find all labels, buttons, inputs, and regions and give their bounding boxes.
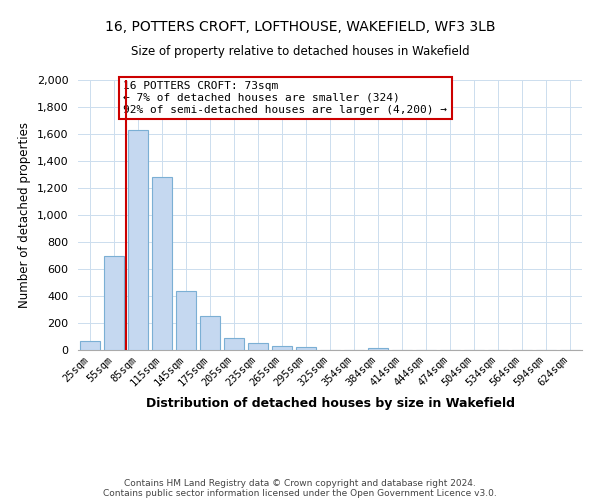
Bar (368, 348, 388, 350)
Y-axis label: Number of detached properties: Number of detached properties (18, 122, 31, 308)
Bar (272, 346, 292, 350)
Bar (128, 130, 148, 350)
Bar (176, 292, 196, 350)
Text: Size of property relative to detached houses in Wakefield: Size of property relative to detached ho… (131, 45, 469, 58)
Bar (152, 177, 172, 350)
X-axis label: Distribution of detached houses by size in Wakefield: Distribution of detached houses by size … (146, 397, 515, 410)
Bar (224, 338, 244, 350)
Text: Contains public sector information licensed under the Open Government Licence v3: Contains public sector information licen… (103, 488, 497, 498)
Text: 16, POTTERS CROFT, LOFTHOUSE, WAKEFIELD, WF3 3LB: 16, POTTERS CROFT, LOFTHOUSE, WAKEFIELD,… (105, 20, 495, 34)
Bar (296, 348, 316, 350)
Text: 16 POTTERS CROFT: 73sqm
← 7% of detached houses are smaller (324)
92% of semi-de: 16 POTTERS CROFT: 73sqm ← 7% of detached… (124, 82, 448, 114)
Bar (80, 341, 100, 350)
Bar (104, 256, 124, 350)
Bar (200, 316, 220, 350)
Bar (248, 344, 268, 350)
Text: Contains HM Land Registry data © Crown copyright and database right 2024.: Contains HM Land Registry data © Crown c… (124, 478, 476, 488)
